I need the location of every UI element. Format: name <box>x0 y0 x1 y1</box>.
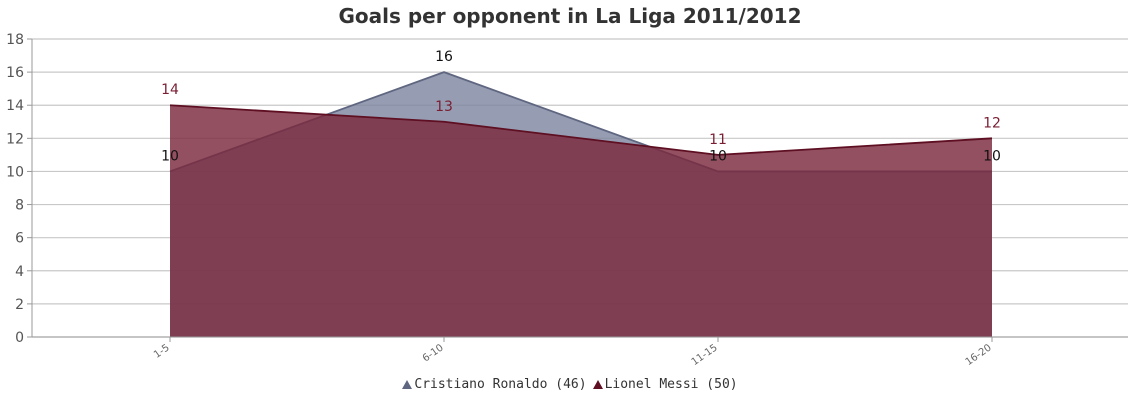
ytick-label: 16 <box>6 65 24 81</box>
data-label: 10 <box>709 148 727 164</box>
xtick-label: 1-5 <box>152 342 172 360</box>
data-label: 12 <box>983 115 1001 131</box>
ytick-label: 18 <box>6 32 24 48</box>
xtick-label: 11-15 <box>690 342 720 368</box>
xtick-label: 6-10 <box>421 342 446 364</box>
ytick-label: 2 <box>15 297 24 313</box>
area-layer <box>169 71 993 337</box>
ytick-label: 12 <box>6 131 24 147</box>
series-line-1 <box>169 104 993 156</box>
data-label-layer: 10 16 10 10 14 13 11 12 <box>161 49 1001 164</box>
legend-item-0[interactable]: Cristiano Ronaldo (46) <box>402 377 587 392</box>
data-label: 14 <box>161 82 179 98</box>
data-label: 11 <box>709 132 727 148</box>
data-label: 10 <box>983 148 1001 164</box>
triangle-marker-icon <box>402 380 413 389</box>
xtick-label: 16-20 <box>964 342 994 368</box>
chart-title: Goals per opponent in La Liga 2011/2012 <box>338 4 802 28</box>
legend-item-1[interactable]: Lionel Messi (50) <box>592 377 738 392</box>
ytick-label: 8 <box>15 198 24 214</box>
ytick-label: 4 <box>15 264 24 280</box>
series-area-1 <box>170 105 992 337</box>
data-label: 16 <box>435 49 453 65</box>
ytick-label: 0 <box>15 330 24 346</box>
chart-legend: Cristiano Ronaldo (46) Lionel Messi (50) <box>0 377 1140 393</box>
legend-label: Cristiano Ronaldo (46) <box>414 377 587 392</box>
data-label: 10 <box>161 148 179 164</box>
data-label: 13 <box>435 99 453 115</box>
ytick-label: 10 <box>6 164 24 180</box>
ytick-label: 14 <box>6 98 24 114</box>
legend-label: Lionel Messi (50) <box>604 377 738 392</box>
ytick-label: 6 <box>15 231 24 247</box>
triangle-marker-icon <box>592 380 603 389</box>
